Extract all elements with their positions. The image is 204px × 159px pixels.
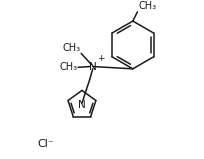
Text: N: N [78, 100, 86, 110]
Text: Cl⁻: Cl⁻ [37, 139, 54, 149]
Text: +: + [97, 54, 105, 63]
Text: N: N [89, 62, 97, 72]
Text: CH₃: CH₃ [62, 43, 80, 53]
Text: CH₃: CH₃ [139, 1, 157, 11]
Text: CH₃: CH₃ [59, 62, 77, 72]
